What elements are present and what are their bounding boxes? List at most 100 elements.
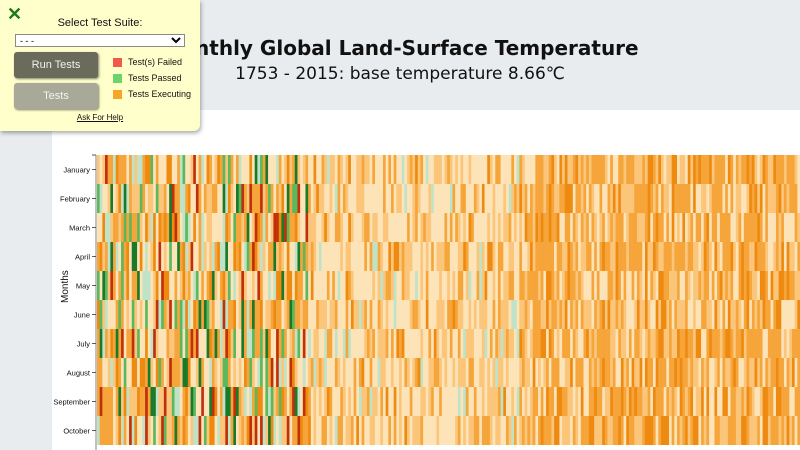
heatmap-cell <box>409 300 413 329</box>
heatmap-cell <box>626 242 630 271</box>
heatmap-cell <box>185 271 189 300</box>
ask-for-help-link[interactable]: Ask For Help <box>76 113 124 122</box>
heatmap-cell <box>385 271 389 300</box>
heatmap-cell <box>316 329 320 358</box>
heatmap-cell <box>679 387 683 416</box>
heatmap-cell <box>524 387 528 416</box>
heatmap-cell <box>294 387 298 416</box>
heatmap-cell <box>193 416 197 445</box>
heatmap-cell <box>372 184 376 213</box>
heatmap-cell <box>214 358 218 387</box>
heatmap-cell <box>396 300 400 329</box>
heatmap-cell <box>658 242 662 271</box>
heatmap-cell <box>257 213 261 242</box>
heatmap-cell <box>302 242 306 271</box>
heatmap-cell <box>102 155 106 184</box>
heatmap-cell <box>195 300 199 329</box>
test-suite-select[interactable]: - - - <box>15 34 185 47</box>
heatmap-cell <box>743 300 747 329</box>
heatmap-cell <box>797 271 800 300</box>
heatmap-cell <box>500 387 504 416</box>
heatmap-cell <box>751 213 755 242</box>
heatmap-cell <box>602 387 606 416</box>
heatmap-cell <box>527 358 531 387</box>
heatmap-cell <box>383 242 386 271</box>
heatmap-cell <box>449 184 453 213</box>
heatmap-cell <box>636 271 640 300</box>
heatmap-cell <box>666 387 670 416</box>
heatmap-cell <box>639 271 643 300</box>
heatmap-cell <box>468 329 472 358</box>
tests-button[interactable]: Tests <box>14 83 98 109</box>
heatmap-cell <box>236 300 239 329</box>
heatmap-cell <box>444 300 448 329</box>
heatmap-cell <box>342 242 346 271</box>
heatmap-cell <box>794 300 798 329</box>
heatmap-cell <box>722 242 726 271</box>
heatmap-cell <box>749 184 753 213</box>
heatmap-cell <box>602 300 606 329</box>
heatmap-cell <box>428 329 432 358</box>
heatmap-cell <box>463 387 467 416</box>
heatmap-cell <box>762 387 766 416</box>
heatmap-cell <box>770 155 774 184</box>
heatmap-cell <box>503 213 507 242</box>
heatmap-cell <box>551 155 555 184</box>
heatmap-cell <box>725 242 729 271</box>
heatmap-cell <box>693 271 697 300</box>
heatmap-cell <box>110 300 114 329</box>
heatmap-cell <box>300 271 304 300</box>
heatmap-cell <box>682 213 686 242</box>
heatmap-cell <box>105 300 108 329</box>
heatmap-cell <box>460 184 464 213</box>
heatmap-cell <box>722 213 726 242</box>
heatmap-cell <box>599 242 603 271</box>
heatmap-cell <box>554 271 558 300</box>
heatmap-cell <box>217 387 221 416</box>
heatmap-cell <box>364 329 368 358</box>
heatmap-cell <box>679 271 683 300</box>
heatmap-cell <box>754 242 758 271</box>
heatmap-cell <box>658 155 662 184</box>
heatmap-cell <box>260 242 264 271</box>
heatmap-cell <box>121 416 125 445</box>
heatmap-cell <box>300 242 304 271</box>
heatmap-cell <box>671 358 675 387</box>
heatmap-cell <box>615 358 619 387</box>
heatmap-cell <box>129 271 133 300</box>
heatmap-cell <box>369 387 373 416</box>
heatmap-cell <box>623 271 627 300</box>
heatmap-cell <box>535 300 539 329</box>
heatmap-cell <box>733 184 737 213</box>
heatmap-cell <box>765 387 769 416</box>
heatmap-cell <box>741 155 745 184</box>
heatmap-cell <box>741 387 745 416</box>
heatmap-cell <box>741 329 745 358</box>
run-tests-button[interactable]: Run Tests <box>14 52 98 78</box>
heatmap-cell <box>465 329 469 358</box>
heatmap-cell <box>583 387 587 416</box>
heatmap-cell <box>623 358 627 387</box>
heatmap-cell <box>219 300 223 329</box>
heatmap-cell <box>767 155 771 184</box>
heatmap-cell <box>153 329 157 358</box>
heatmap-cell <box>238 271 242 300</box>
heatmap-cell <box>751 329 755 358</box>
close-icon[interactable]: ✕ <box>7 4 23 24</box>
heatmap-cell <box>326 329 330 358</box>
heatmap-cell <box>436 242 440 271</box>
heatmap-cell <box>278 155 282 184</box>
heatmap-cell <box>441 416 445 445</box>
heatmap-cell <box>556 329 560 358</box>
heatmap-cell <box>407 358 411 387</box>
heatmap-cell <box>636 416 640 445</box>
heatmap-cell <box>313 329 317 358</box>
heatmap-cell <box>417 271 421 300</box>
heatmap-cell <box>270 329 274 358</box>
heatmap-cell <box>273 271 277 300</box>
heatmap-cell <box>591 300 595 329</box>
heatmap-cell <box>679 300 683 329</box>
heatmap-cell <box>99 300 103 329</box>
heatmap-cell <box>687 242 691 271</box>
heatmap-cell <box>399 155 403 184</box>
